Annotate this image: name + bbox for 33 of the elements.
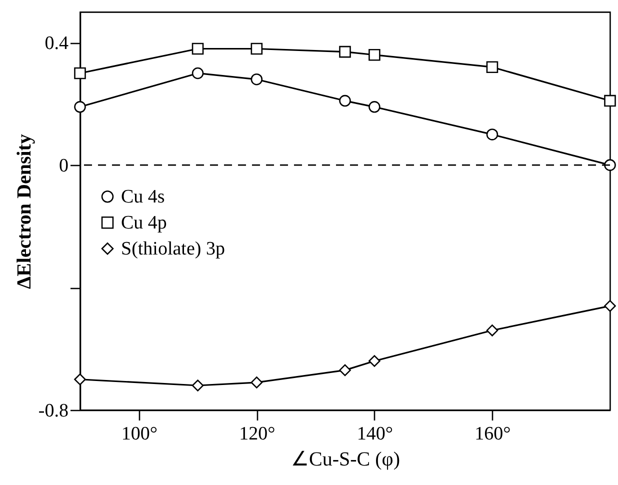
point <box>74 67 86 80</box>
point <box>486 61 498 73</box>
y-axis-title: ΔElectron Density <box>13 134 36 289</box>
point <box>250 73 263 86</box>
y-tick-label: 0 <box>59 156 68 177</box>
legend-label: Cu 4s <box>121 186 165 208</box>
point <box>604 159 616 171</box>
x-tick-label: 160° <box>474 424 511 444</box>
point <box>74 101 86 113</box>
y-tick-label: -0.8 <box>38 400 68 422</box>
point <box>486 324 498 336</box>
point <box>192 67 204 80</box>
legend-label: S(thiolate) 3p <box>121 238 225 260</box>
point <box>192 42 204 55</box>
point <box>604 94 616 107</box>
point <box>339 94 351 107</box>
x-axis-title: ∠Cu-S-C (φ) <box>291 448 400 470</box>
y-tick-label: 0.4 <box>44 33 69 54</box>
point <box>250 42 263 55</box>
point <box>74 373 86 386</box>
legend-label: Cu 4p <box>121 212 167 234</box>
point <box>368 48 380 61</box>
x-tick-label: 100° <box>121 424 158 444</box>
x-tick-label: 140° <box>356 424 393 444</box>
point <box>368 355 380 367</box>
point <box>486 128 498 140</box>
x-tick-label: 120° <box>239 424 276 444</box>
point <box>368 101 380 113</box>
point <box>339 46 351 58</box>
point <box>604 300 616 312</box>
point <box>192 380 204 392</box>
point <box>339 364 351 376</box>
point <box>250 376 263 388</box>
